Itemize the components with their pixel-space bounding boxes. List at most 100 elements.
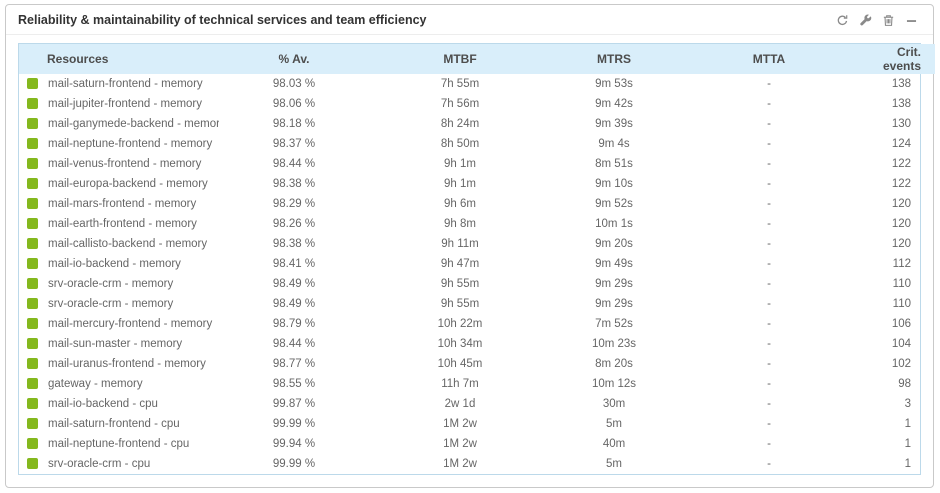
resource-cell[interactable]: srv-oracle-crm - memory [48,278,174,290]
reliability-table: Resources % Av. MTBF MTRS MTTA Crit. eve… [19,44,935,474]
table-row[interactable]: mail-mars-frontend - memory 98.29 % 9h 6m 9… [19,194,935,214]
availability-cell: 98.49 % [272,278,316,290]
resource-cell[interactable]: mail-jupiter-frontend - memory [48,98,203,110]
status-cell [19,134,47,154]
resource-cell[interactable]: mail-io-backend - cpu [48,398,158,410]
mtbf-cell: 9h 55m [440,278,480,290]
mtrs-cell: 9m 53s [595,78,633,90]
table-row[interactable]: mail-europa-backend - memory 98.38 % 9h 1m… [19,174,935,194]
mtbf-cell: 1M 2w [443,418,477,430]
resource-cell[interactable]: srv-oracle-crm - memory [48,298,174,310]
table-row[interactable]: mail-neptune-frontend - memory 98.37 % 8h … [19,134,935,154]
resource-cell[interactable]: mail-ganymede-backend - memory [48,118,219,130]
crit-events-cell: 1 [904,418,911,430]
wrench-icon[interactable] [859,14,872,27]
mtta-cell: - [767,418,771,430]
availability-cell: 98.38 % [272,178,316,190]
crit-events-cell: 138 [891,78,911,90]
status-cell [19,374,47,394]
resource-cell[interactable]: mail-mars-frontend - memory [48,198,197,210]
mtbf-cell: 9h 1m [444,158,476,170]
mtrs-cell: 10m 23s [591,338,637,350]
mtrs-cell: 8m 20s [595,358,633,370]
availability-cell: 99.94 % [272,438,316,450]
resource-cell[interactable]: mail-callisto-backend - memory [48,238,208,250]
status-cell [19,314,47,334]
resource-cell[interactable]: mail-sun-master - memory [48,338,183,350]
table-row[interactable]: mail-uranus-frontend - memory 98.77 % 10h … [19,354,935,374]
status-cell [19,334,47,354]
mtrs-cell: 9m 42s [595,98,633,110]
table-row[interactable]: mail-io-backend - cpu 99.87 % 2w 1d 30m - 3 [19,394,935,414]
table-row[interactable]: gateway - memory 98.55 % 11h 7m 10m 12s - 98 [19,374,935,394]
widget-title: Reliability & maintainability of technic… [18,13,427,27]
resource-cell[interactable]: mail-saturn-frontend - memory [48,78,203,90]
mtta-cell: - [767,298,771,310]
mtrs-cell: 7m 52s [595,318,633,330]
mtta-cell: - [767,158,771,170]
table-container: Resources % Av. MTBF MTRS MTTA Crit. eve… [18,43,935,475]
table-row[interactable]: mail-ganymede-backend - memory 98.18 % 8h … [19,114,935,134]
mtrs-cell: 10m 1s [595,218,633,230]
mtbf-cell: 2w 1d [444,398,476,410]
resource-cell[interactable]: mail-earth-frontend - memory [48,218,197,230]
mtrs-cell: 9m 39s [595,118,633,130]
table-row[interactable]: mail-saturn-frontend - memory 98.03 % 7h 5… [19,74,935,94]
mtbf-cell: 7h 55m [440,78,480,90]
mtbf-cell: 9h 11m [441,238,479,250]
table-row[interactable]: mail-mercury-frontend - memory 98.79 % 10h… [19,314,935,334]
mtta-cell: - [767,278,771,290]
status-cell [19,434,47,454]
availability-cell: 98.26 % [272,218,316,230]
resource-cell[interactable]: mail-io-backend - memory [48,258,181,270]
table-row[interactable]: srv-oracle-crm - cpu 99.99 % 1M 2w 5m - 1 [19,454,935,474]
status-up-icon [27,278,38,290]
resource-cell[interactable]: mail-neptune-frontend - cpu [48,438,190,450]
resource-cell[interactable]: srv-oracle-crm - cpu [48,458,151,470]
resource-cell[interactable]: mail-venus-frontend - memory [48,158,202,170]
status-up-icon [27,298,38,310]
crit-events-cell: 102 [891,358,911,370]
status-up-icon [27,438,38,450]
resource-cell[interactable]: mail-europa-backend - memory [48,178,208,190]
minimize-icon[interactable] [905,14,918,27]
mtrs-cell: 9m 10s [595,178,633,190]
delete-icon[interactable] [882,14,895,27]
table-row[interactable]: mail-jupiter-frontend - memory 98.06 % 7h … [19,94,935,114]
status-cell [19,214,47,234]
status-up-icon [27,418,38,430]
table-row[interactable]: mail-saturn-frontend - cpu 99.99 % 1M 2w 5m… [19,414,935,434]
resource-cell[interactable]: mail-saturn-frontend - cpu [48,418,180,430]
column-header-availability: % Av. [219,44,369,74]
mtrs-cell: 9m 29s [595,278,633,290]
table-row[interactable]: mail-sun-master - memory 98.44 % 10h 34m 10… [19,334,935,354]
mtta-cell: - [767,78,771,90]
resource-cell[interactable]: mail-uranus-frontend - memory [48,358,206,370]
crit-events-cell: 1 [904,458,911,470]
table-row[interactable]: srv-oracle-crm - memory 98.49 % 9h 55m 9m 2… [19,274,935,294]
crit-events-cell: 104 [891,338,911,350]
status-cell [19,254,47,274]
table-row[interactable]: mail-venus-frontend - memory 98.44 % 9h 1m… [19,154,935,174]
availability-cell: 98.37 % [272,138,316,150]
mtta-cell: - [767,378,771,390]
availability-cell: 98.06 % [272,98,316,110]
mtrs-cell: 5m [606,418,622,430]
refresh-icon[interactable] [836,14,849,27]
availability-cell: 98.77 % [272,358,316,370]
table-row[interactable]: mail-neptune-frontend - cpu 99.94 % 1M 2w 4… [19,434,935,454]
mtrs-cell: 9m 52s [595,198,633,210]
mtbf-cell: 9h 6m [444,198,476,210]
mtta-cell: - [767,98,771,110]
resource-cell[interactable]: gateway - memory [48,378,143,390]
status-cell [19,234,47,254]
table-row[interactable]: mail-io-backend - memory 98.41 % 9h 47m 9m … [19,254,935,274]
table-row[interactable]: mail-earth-frontend - memory 98.26 % 9h 8m… [19,214,935,234]
resource-cell[interactable]: mail-neptune-frontend - memory [48,138,213,150]
table-row[interactable]: srv-oracle-crm - memory 98.49 % 9h 55m 9m 2… [19,294,935,314]
table-row[interactable]: mail-callisto-backend - memory 98.38 % 9h … [19,234,935,254]
crit-events-cell: 130 [891,118,911,130]
status-up-icon [27,198,38,210]
mtrs-cell: 40m [602,438,626,450]
resource-cell[interactable]: mail-mercury-frontend - memory [48,318,213,330]
